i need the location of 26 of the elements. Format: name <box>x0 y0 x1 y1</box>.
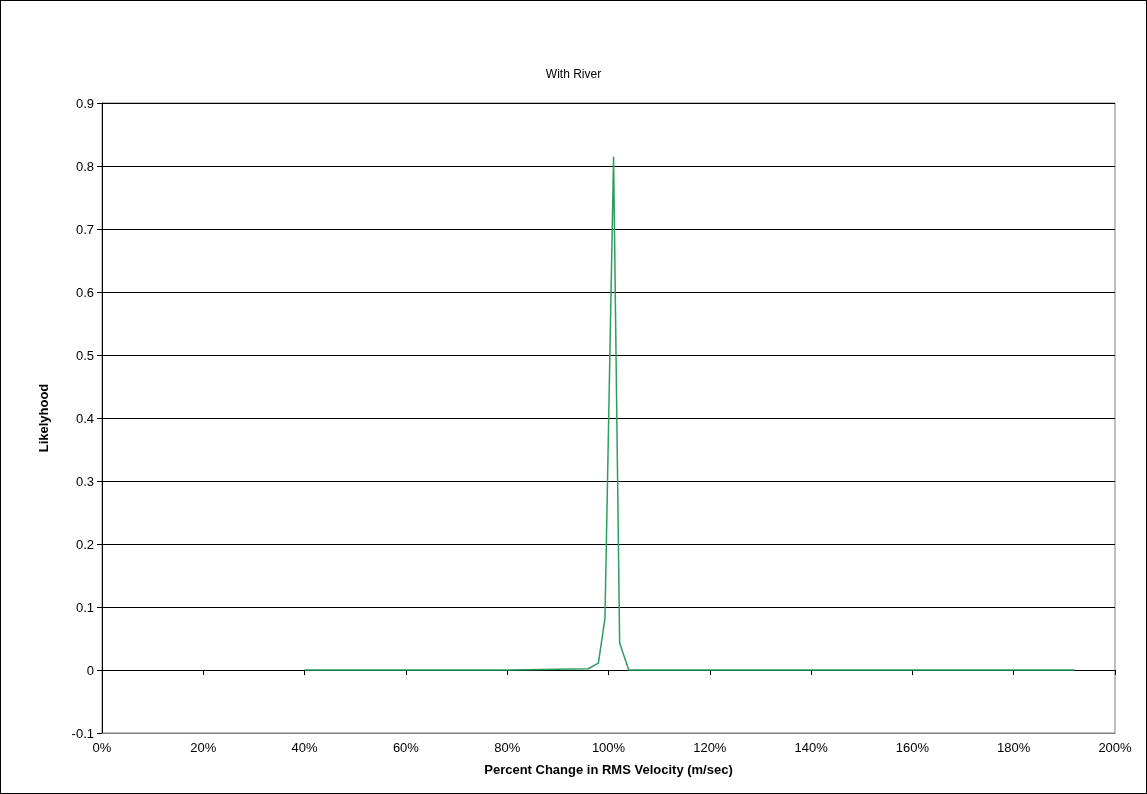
y-tick-label: 0.2 <box>75 536 94 552</box>
y-tick-label: 0.4 <box>75 410 94 426</box>
x-axis-title: Percent Change in RMS Velocity (m/sec) <box>484 762 733 777</box>
line-series <box>303 156 1076 671</box>
x-tick-label: 0% <box>92 740 112 755</box>
y-tick-label: 0.7 <box>75 221 94 237</box>
y-tick-label: 0.1 <box>75 599 94 615</box>
x-tick-label: 120% <box>693 740 727 755</box>
y-tick-label: -0.1 <box>71 725 94 741</box>
chart-title: With River <box>545 67 602 81</box>
x-tick-label: 40% <box>291 740 319 755</box>
x-tick-label: 80% <box>494 740 521 755</box>
x-tick-label: 20% <box>190 740 217 755</box>
y-tick-label: 0.5 <box>75 347 94 363</box>
y-tick-label: 0.9 <box>75 95 94 111</box>
y-tick-label: 0.3 <box>75 473 94 489</box>
x-tick-label: 200% <box>1098 740 1133 755</box>
y-tick-label: 0.6 <box>75 284 94 300</box>
x-tick-label: 160% <box>895 740 930 755</box>
x-tick-label: 140% <box>794 740 829 755</box>
y-tick-label: 0 <box>86 662 94 678</box>
y-axis-title: Likelyhood <box>36 383 51 453</box>
y-tick-label: 0.8 <box>75 158 94 174</box>
x-tick-label: 60% <box>392 740 420 755</box>
x-tick-label: 100% <box>591 740 626 755</box>
x-tick-label: 180% <box>997 740 1031 755</box>
